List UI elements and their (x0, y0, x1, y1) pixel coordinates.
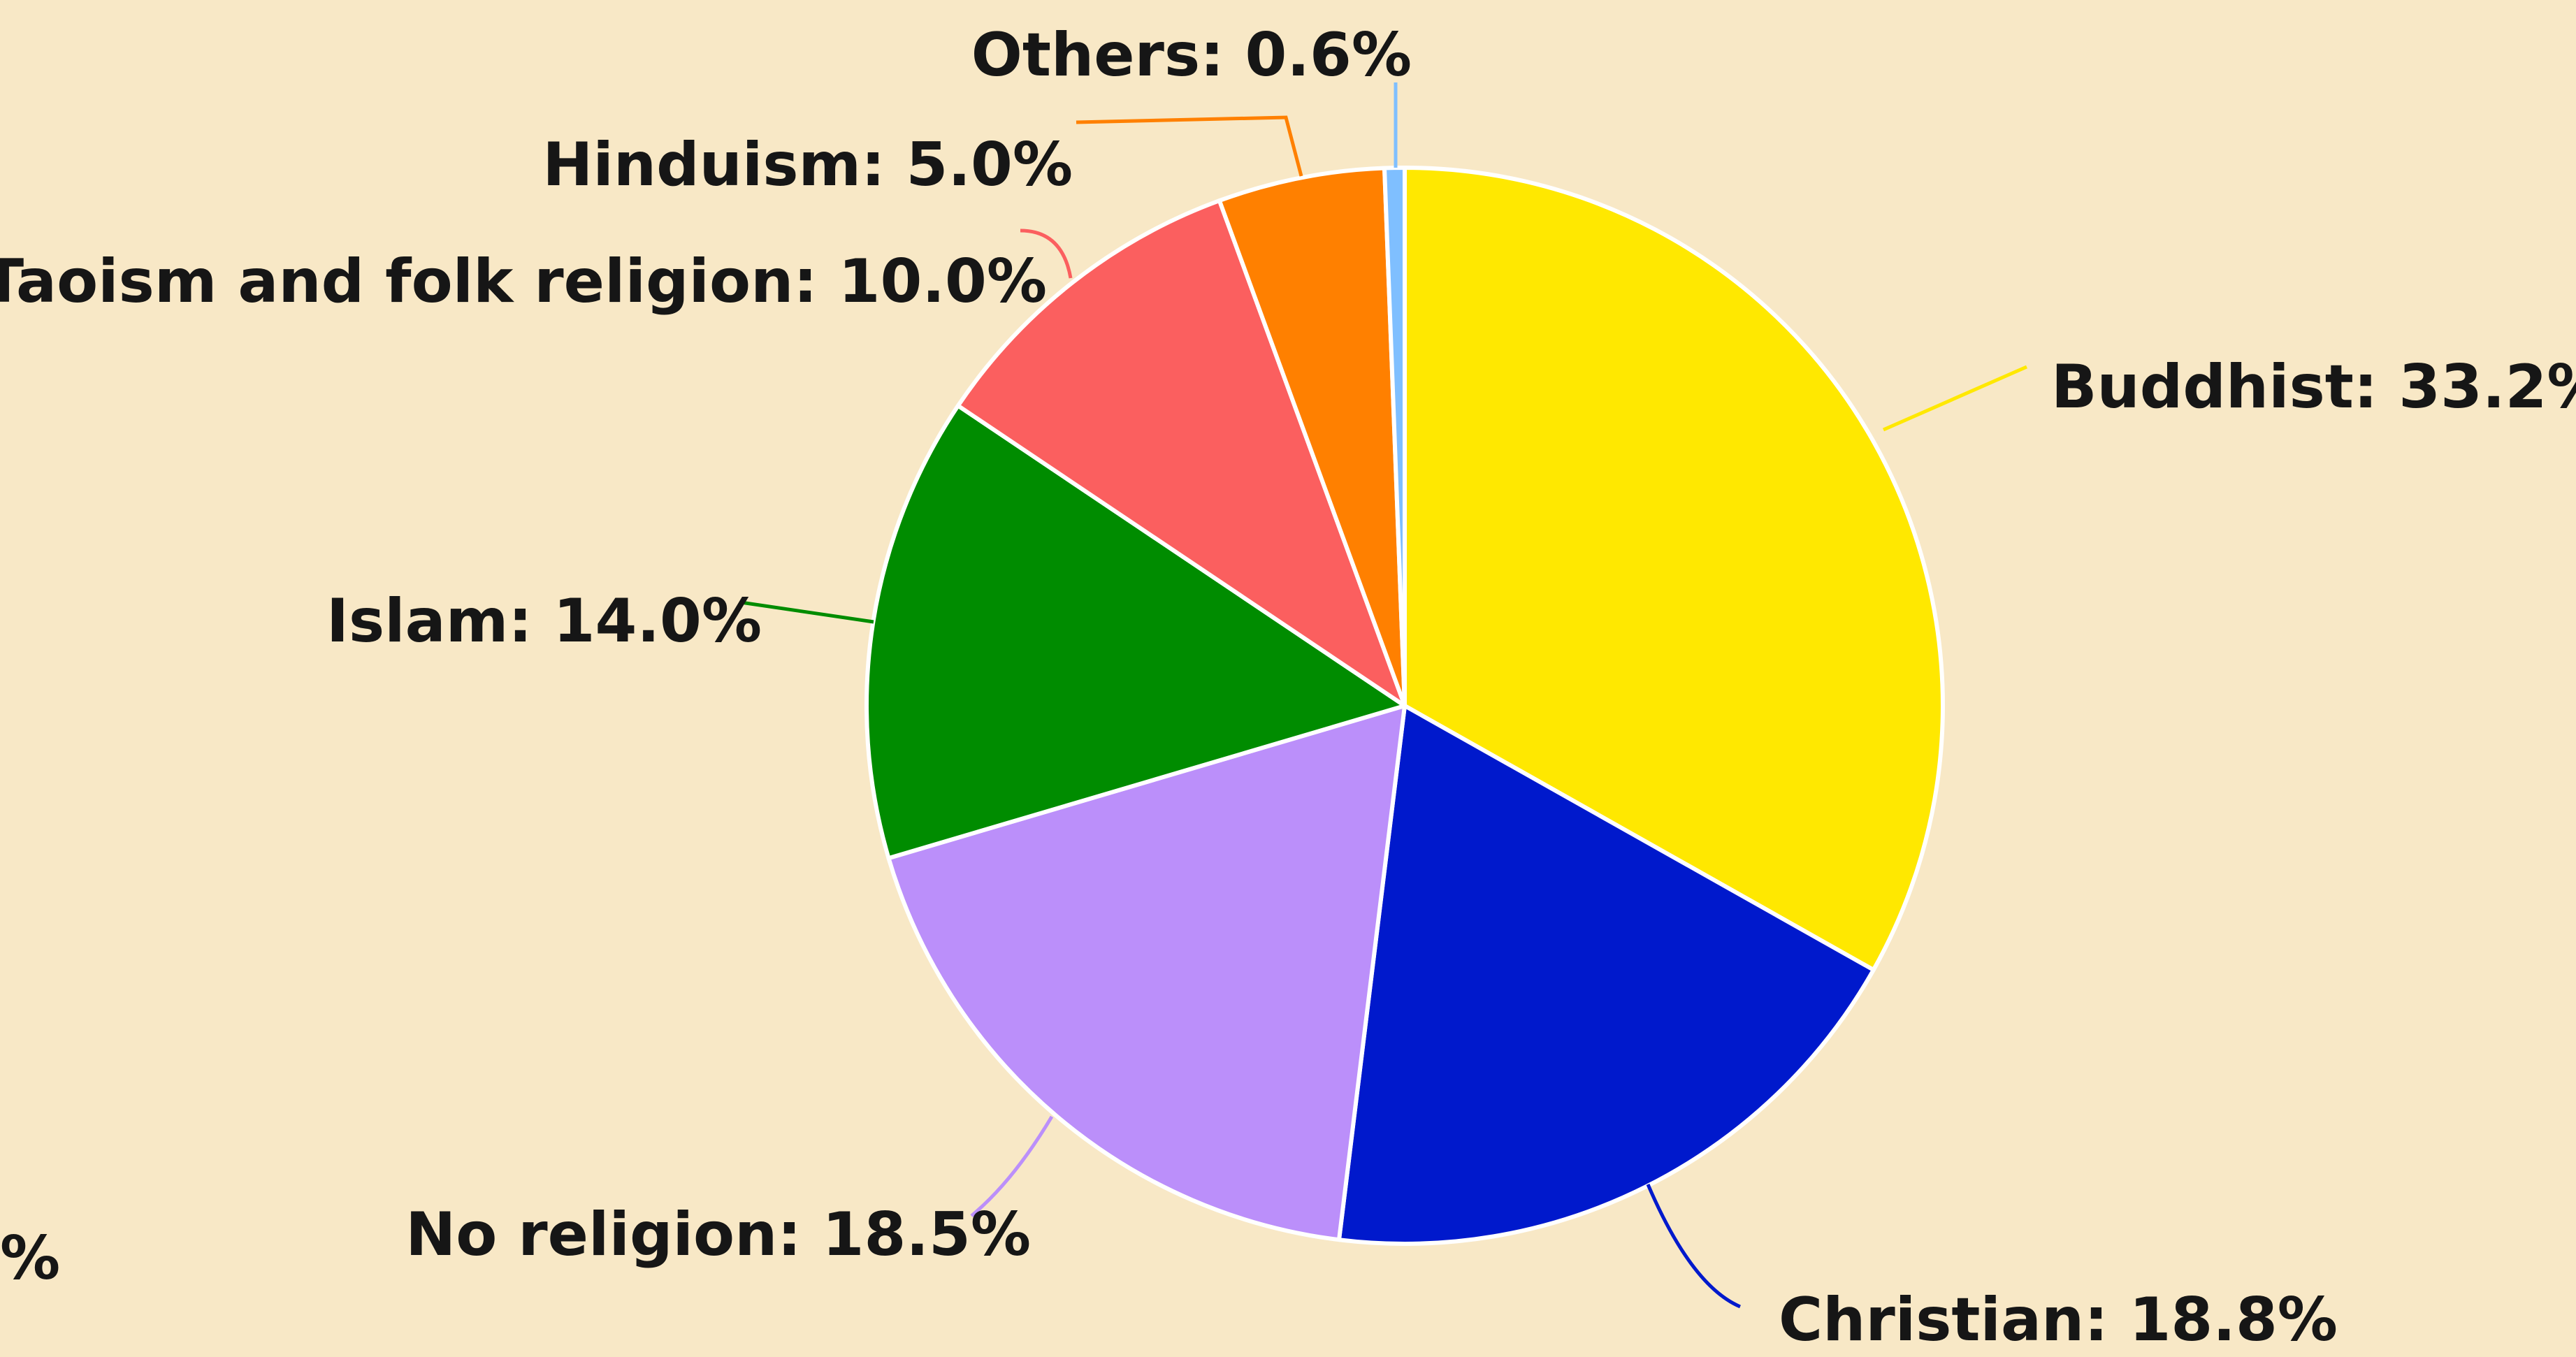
slice-label-no-religion: No religion: 18.5% (405, 1200, 1031, 1270)
slice-label-others: Others: 0.6% (971, 20, 1412, 90)
slice-label-islam: Islam: 14.0% (326, 586, 762, 656)
slice-label-hinduism: Hinduism: 5.0% (542, 130, 1073, 200)
leader-line-hinduism (1076, 117, 1301, 176)
cropped-label: % (0, 1224, 60, 1293)
pie-slices (867, 168, 1943, 1244)
slice-label-christian: Christian: 18.8% (1779, 1285, 2338, 1355)
slice-label-buddhist: Buddhist: 33.2% (2051, 352, 2576, 422)
leader-line-buddhist (1883, 367, 2027, 430)
slice-label-taoism-and-folk-religion: Taoism and folk religion: 10.0% (0, 247, 1047, 317)
leader-line-christian (1648, 1184, 1740, 1307)
